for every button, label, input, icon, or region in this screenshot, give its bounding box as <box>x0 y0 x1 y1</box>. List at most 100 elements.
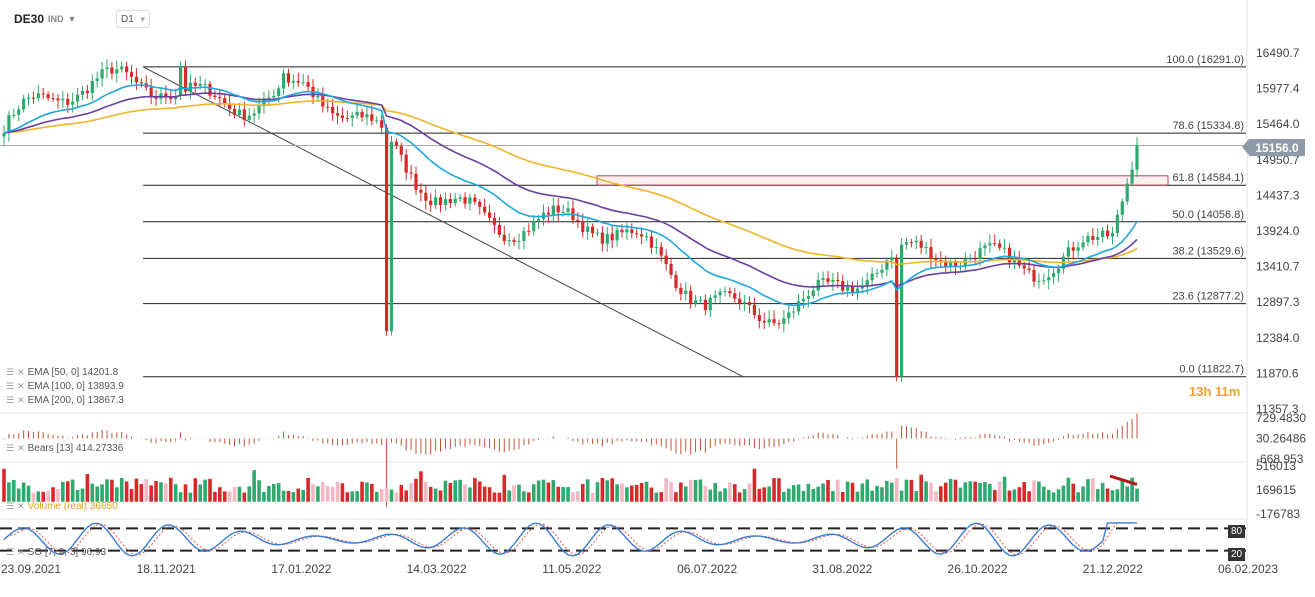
legend-ema200[interactable]: ☰ ✕ EMA [200, 0] 13867.3 <box>6 395 124 406</box>
timeframe-select[interactable]: D1 ▼ <box>116 10 150 28</box>
candle-body <box>919 240 923 248</box>
legend-ema200-label: EMA [200, 0] 13867.3 <box>27 395 124 406</box>
candle-body <box>561 211 565 213</box>
so-level-80-badge: 80 <box>1228 525 1245 538</box>
fib-level-label: 100.0 (16291.0) <box>1166 54 1244 66</box>
candle-body <box>41 93 45 95</box>
candle-body <box>1047 277 1051 281</box>
candle-body <box>1022 265 1026 269</box>
volume-bar <box>595 482 600 502</box>
volume-bar <box>75 489 80 502</box>
candle-body <box>796 301 801 312</box>
y-tick-label: 14437.3 <box>1256 188 1300 202</box>
y-tick-label: 15464.0 <box>1256 117 1300 131</box>
candle-body <box>909 242 913 244</box>
candle-body <box>713 295 717 298</box>
volume-bar <box>1120 479 1125 502</box>
candle-body <box>497 224 501 235</box>
volume-bar <box>1076 492 1080 502</box>
volume-bar <box>860 483 865 502</box>
volume-bar <box>1066 477 1071 502</box>
legend-bears[interactable]: ☰ ✕ Bears [13] 414.27336 <box>6 443 123 454</box>
close-icon[interactable]: ✕ <box>17 395 25 405</box>
list-icon[interactable]: ☰ <box>6 381 15 391</box>
volume-bar <box>262 491 266 502</box>
candle-body <box>1056 268 1061 274</box>
so-level-20-badge: 20 <box>1228 548 1245 561</box>
candle-body <box>787 312 791 319</box>
candle-body <box>286 73 291 83</box>
list-icon[interactable]: ☰ <box>6 547 15 557</box>
volume-bar <box>85 474 90 502</box>
list-icon[interactable]: ☰ <box>6 395 15 405</box>
volume-bar <box>703 486 708 502</box>
fib-level-label: 0.0 (11822.7) <box>1179 364 1244 376</box>
list-icon[interactable]: ☰ <box>6 501 15 511</box>
close-icon[interactable]: ✕ <box>17 547 25 557</box>
volume-bar <box>610 478 614 502</box>
candle-body <box>335 113 340 116</box>
candle-body <box>1096 236 1100 240</box>
candle-body <box>895 257 899 377</box>
close-icon[interactable]: ✕ <box>17 443 25 453</box>
volume-bar <box>782 491 786 502</box>
legend-ema50[interactable]: ☰ ✕ EMA [50, 0] 14201.8 <box>6 367 118 378</box>
candle-body <box>517 241 521 243</box>
volume-bar <box>1061 485 1066 502</box>
volume-bar <box>90 483 95 502</box>
volume-bar <box>414 478 418 502</box>
candle-body <box>100 69 104 79</box>
close-icon[interactable]: ✕ <box>17 367 25 377</box>
volume-bar <box>1012 489 1017 502</box>
volume-bar <box>585 479 590 502</box>
candle-body <box>880 269 884 273</box>
volume-bar <box>350 491 355 502</box>
symbol-header[interactable]: DE30 IND ▼ <box>14 12 76 26</box>
candle-body <box>546 212 551 215</box>
candle-body <box>272 95 276 98</box>
legend-ema100[interactable]: ☰ ✕ EMA [100, 0] 13893.9 <box>6 381 124 392</box>
candle-body <box>281 73 286 89</box>
candle-body <box>605 233 609 244</box>
volume-bar <box>252 470 256 502</box>
volume-bar <box>124 481 129 502</box>
candle-body <box>576 220 580 222</box>
candle-body <box>1110 233 1115 237</box>
candle-body <box>448 199 452 204</box>
chevron-down-icon[interactable]: ▼ <box>67 14 77 24</box>
volume-bar <box>419 471 423 502</box>
volume-bar <box>355 491 359 502</box>
volume-bar <box>1086 479 1090 502</box>
bears-tick-label: 30.26486 <box>1256 432 1306 446</box>
legend-volume[interactable]: ☰ ✕ Volume (real) 36650 <box>6 501 118 512</box>
candle-body <box>399 146 403 155</box>
volume-bar <box>218 487 222 502</box>
volume-bar <box>899 490 904 502</box>
candle-body <box>36 93 40 99</box>
candle-body <box>855 288 860 294</box>
close-icon[interactable]: ✕ <box>17 381 25 391</box>
list-icon[interactable]: ☰ <box>6 367 15 377</box>
volume-bar <box>919 474 923 502</box>
y-tick-label: 16490.7 <box>1256 46 1300 60</box>
close-icon[interactable]: ✕ <box>17 501 25 511</box>
candle-body <box>61 98 65 101</box>
volume-bar <box>688 479 693 502</box>
volume-bar <box>7 482 11 502</box>
volume-bar <box>70 479 75 502</box>
list-icon[interactable]: ☰ <box>6 443 15 453</box>
legend-so[interactable]: ☰ ✕ SO [7, 3, 3] 96.93 <box>6 547 106 558</box>
volume-bar <box>139 484 144 502</box>
candle-body <box>120 66 124 70</box>
volume-bar <box>154 481 158 502</box>
candle-body <box>703 299 707 311</box>
candle-body <box>1086 236 1090 243</box>
candle-body <box>806 296 810 299</box>
candle-body <box>340 115 345 118</box>
volume-bar <box>110 479 114 502</box>
volume-bar <box>683 486 688 502</box>
volume-bar <box>65 481 70 502</box>
volume-bar <box>889 482 894 502</box>
